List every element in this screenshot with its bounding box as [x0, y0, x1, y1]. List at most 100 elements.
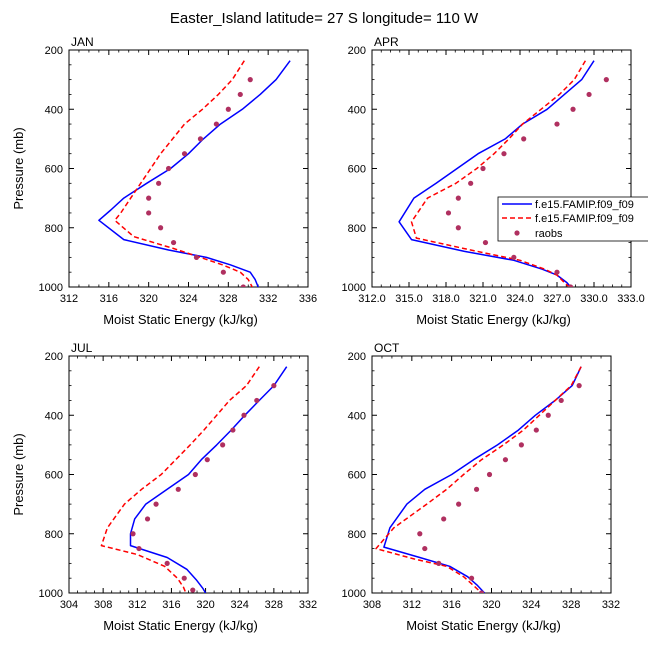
- raobs-point: [456, 501, 462, 507]
- raobs-point: [237, 91, 243, 98]
- plot-frame: [371, 49, 632, 288]
- x-tick-label: 324: [179, 293, 197, 305]
- raobs-point: [436, 560, 442, 566]
- raobs-point: [482, 239, 489, 246]
- raobs-point: [441, 516, 447, 522]
- x-tick-label: 316: [100, 293, 118, 305]
- plot-area: [100, 366, 288, 593]
- model2-line: [100, 366, 260, 593]
- panel-label: JUL: [71, 341, 93, 355]
- raobs-point: [213, 121, 219, 127]
- raobs-point: [422, 545, 428, 552]
- raobs-point: [480, 165, 486, 172]
- raobs-point: [153, 501, 159, 507]
- raobs-point: [146, 195, 152, 201]
- x-tick-label: 320: [139, 293, 157, 305]
- raobs-point: [468, 180, 474, 186]
- plot-area: [98, 60, 291, 287]
- x-tick-label: 327.0: [543, 293, 571, 305]
- x-tick-label: 328: [219, 293, 237, 305]
- y-tick-label: 400: [45, 104, 63, 116]
- x-tick-label: 320: [196, 599, 214, 611]
- x-tick-label: 328: [265, 599, 283, 611]
- raobs-point: [192, 471, 198, 478]
- y-tick-label: 1000: [39, 282, 63, 294]
- raobs-point: [144, 516, 151, 522]
- x-tick-label: 312: [403, 599, 421, 611]
- raobs-point: [586, 91, 592, 98]
- x-tick-label: 332: [259, 293, 277, 305]
- raobs-point: [558, 397, 564, 404]
- legend-label-raobs: raobs: [535, 228, 563, 240]
- y-tick-label: 400: [348, 410, 366, 422]
- model1-line: [383, 366, 582, 593]
- x-tick-label: 315.0: [395, 293, 423, 305]
- figure-title: Easter_Island latitude= 27 S longitude= …: [170, 10, 479, 27]
- panel-jan: JAN 312 316 320 324 328 332 336 200 400 600 800 1000…: [11, 35, 317, 327]
- raobs-point: [554, 269, 560, 275]
- raobs-point: [254, 397, 260, 404]
- y-tick-label: 200: [348, 45, 366, 57]
- panel-label: OCT: [374, 341, 400, 355]
- y-tick-label: 1000: [342, 588, 366, 600]
- panel-apr: APR 312.0 315.0 318.0 321.0 324.0 327.0 330.0 33…: [342, 35, 645, 327]
- y-tick-label: 600: [45, 164, 63, 176]
- raobs-point: [190, 587, 196, 593]
- raobs-point: [473, 486, 480, 492]
- raobs-point: [225, 106, 231, 112]
- y-tick-label: 200: [45, 351, 63, 363]
- raobs-point: [455, 195, 461, 201]
- raobs-point: [271, 383, 277, 389]
- x-tick-label: 333.0: [617, 293, 645, 305]
- y-tick-label: 400: [45, 410, 63, 422]
- raobs-point: [220, 269, 226, 275]
- y-tick-label: 200: [45, 45, 63, 57]
- x-tick-label: 328: [562, 599, 580, 611]
- x-tick-label: 332: [299, 599, 317, 611]
- raobs-point: [220, 442, 226, 448]
- y-tick-label: 400: [348, 104, 366, 116]
- raobs-point: [445, 210, 452, 216]
- model1-line: [98, 60, 291, 287]
- y-tick-label: 600: [45, 470, 63, 482]
- raobs-point: [417, 531, 423, 537]
- raobs-point: [567, 284, 574, 287]
- y-tick-label: 800: [45, 223, 63, 235]
- model2-line: [375, 366, 582, 593]
- raobs-point: [181, 151, 188, 157]
- x-tick-label: 332: [602, 599, 620, 611]
- legend-swatch-raobs: [514, 230, 520, 236]
- raobs-point: [170, 239, 177, 246]
- raobs-point: [468, 575, 475, 581]
- raobs-point: [181, 575, 187, 581]
- model1-line: [129, 366, 288, 593]
- raobs-point: [146, 210, 152, 216]
- raobs-point: [486, 471, 493, 478]
- raobs-point: [175, 486, 181, 492]
- raobs-point: [511, 254, 517, 260]
- raobs-point: [501, 151, 507, 157]
- panel-label: APR: [374, 35, 399, 49]
- x-tick-label: 312: [60, 293, 78, 305]
- x-axis-title: Moist Static Energy (kJ/kg): [103, 618, 258, 633]
- x-tick-label: 324: [522, 599, 540, 611]
- plot-frame: [68, 49, 309, 288]
- raobs-point: [570, 106, 576, 112]
- raobs-point: [204, 457, 210, 463]
- raobs-point: [455, 225, 461, 231]
- legend-label-model2: f.e15.FAMIP.f09_f09: [535, 213, 634, 225]
- y-axis-title: Pressure (mb): [11, 433, 26, 515]
- x-axis-title: Moist Static Energy (kJ/kg): [103, 312, 258, 327]
- raobs-point: [136, 545, 142, 552]
- x-axis-title: Moist Static Energy (kJ/kg): [406, 618, 561, 633]
- raobs-point: [518, 442, 524, 448]
- y-tick-label: 600: [348, 164, 366, 176]
- raobs-point: [156, 180, 162, 186]
- x-tick-label: 316: [162, 599, 180, 611]
- raobs-point: [545, 412, 551, 418]
- x-tick-label: 318.0: [432, 293, 460, 305]
- y-tick-label: 1000: [342, 282, 366, 294]
- x-tick-label: 308: [363, 599, 381, 611]
- raobs-point: [502, 457, 509, 463]
